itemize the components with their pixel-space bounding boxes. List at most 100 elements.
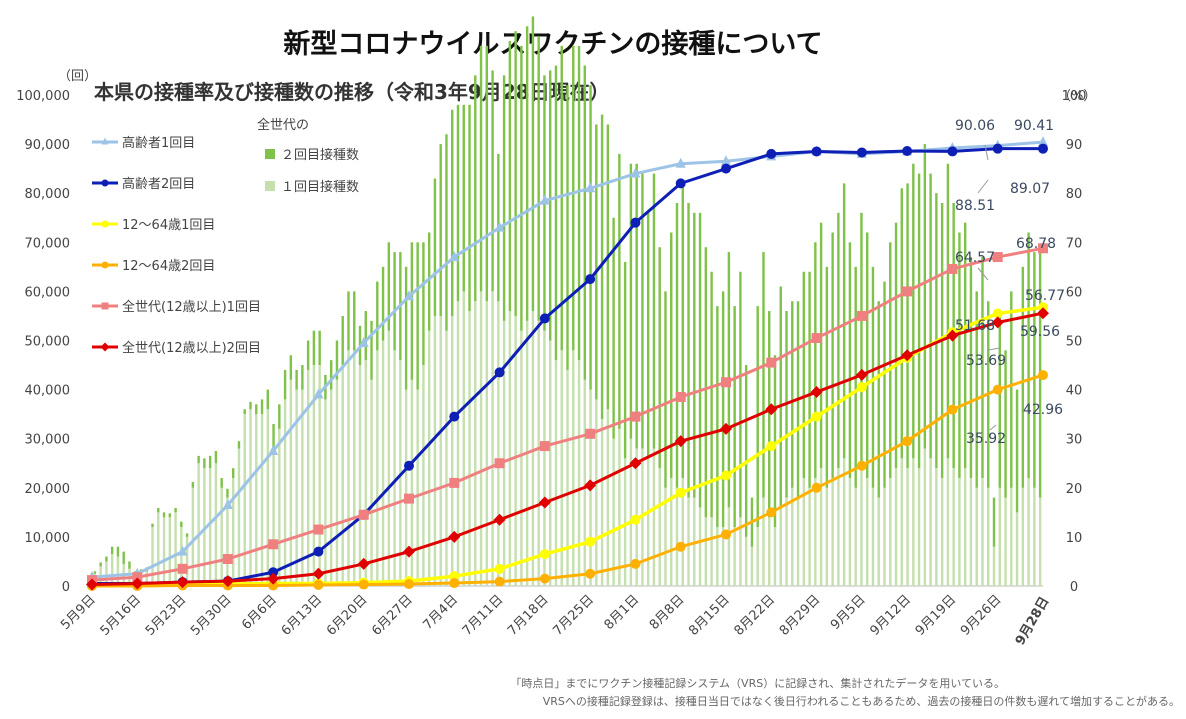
bar-dose2 <box>347 291 350 351</box>
bar-dose1 <box>255 414 258 586</box>
series-point <box>992 308 1003 319</box>
bar-dose1 <box>906 468 909 586</box>
series-point <box>630 558 641 569</box>
series-point <box>675 157 686 168</box>
y-left-tick-label: 50,000 <box>25 335 71 350</box>
data-label: 88.51 <box>955 198 995 214</box>
bar-dose1 <box>710 517 713 586</box>
bar-dose1 <box>306 369 310 586</box>
bar-dose1 <box>197 463 200 586</box>
bar-dose1 <box>157 512 160 586</box>
series-point <box>810 386 823 399</box>
series-point <box>856 147 867 158</box>
bar-dose1 <box>808 487 811 586</box>
bar-dose2 <box>312 330 316 366</box>
bar-dose1 <box>548 340 552 586</box>
series-point <box>1037 307 1049 320</box>
bar-dose2 <box>381 266 385 341</box>
bar-dose2 <box>762 252 765 498</box>
bar-dose1 <box>566 369 569 586</box>
series-point <box>358 336 369 347</box>
series-point <box>449 571 460 582</box>
bar-dose2 <box>433 178 437 316</box>
bar-dose2 <box>963 222 967 469</box>
bar-dose2 <box>981 257 984 478</box>
bar-dose2 <box>572 45 575 351</box>
bar-dose2 <box>439 144 442 316</box>
series-point <box>721 470 731 481</box>
series-point <box>494 563 505 574</box>
bar-dose1 <box>704 517 708 586</box>
bar-dose1 <box>508 311 512 586</box>
bar-dose2 <box>393 252 396 351</box>
bar-dose2 <box>554 65 558 361</box>
bar-dose1 <box>791 487 794 586</box>
bar-dose2 <box>306 340 310 370</box>
bar-dose1 <box>249 409 252 586</box>
x-tick-label-last: 9月28日 <box>1013 595 1053 649</box>
y-left-tick-label: 10,000 <box>25 531 71 546</box>
legend-label: 12～64歳2回目 <box>122 259 215 274</box>
bar-dose2 <box>802 271 806 478</box>
series-point <box>1038 370 1048 381</box>
bar-dose2 <box>1004 350 1007 498</box>
bar-dose1 <box>646 458 650 586</box>
bar-dose1 <box>439 315 442 586</box>
bar-dose1 <box>739 517 742 586</box>
bar-dose1 <box>180 527 183 586</box>
series-point <box>765 403 778 416</box>
data-label-leader <box>989 424 997 431</box>
series-point <box>947 263 958 274</box>
bar-dose2 <box>485 45 489 302</box>
bar-dose2 <box>664 291 667 488</box>
data-label: 35.92 <box>966 431 1006 447</box>
series-line <box>92 147 1043 586</box>
legend-label: 高齢者1回目 <box>122 135 195 151</box>
bar-dose1 <box>324 399 327 586</box>
bar-dose2 <box>243 409 246 415</box>
bar-dose1 <box>514 315 517 586</box>
legend-swatch-marker <box>101 220 109 228</box>
series-point <box>268 580 279 591</box>
series-point <box>493 513 506 526</box>
bar-dose2 <box>917 173 921 469</box>
y-left-tick-label: 90,000 <box>25 138 71 153</box>
series-point <box>811 146 822 157</box>
y-right-tick-label: 70 <box>1066 236 1083 251</box>
bar-dose1 <box>468 311 471 586</box>
x-tick-label: 9月26日 <box>958 592 1005 639</box>
bar-dose2 <box>906 183 909 469</box>
series-point <box>222 498 233 509</box>
bar-dose1 <box>485 301 489 586</box>
bar-dose1 <box>433 315 437 586</box>
series-point <box>494 221 505 232</box>
y-left-tick-label: 30,000 <box>25 433 71 448</box>
bar-dose1 <box>716 527 719 586</box>
legend-label: 高齢者2回目 <box>122 176 195 192</box>
series-point <box>811 482 822 493</box>
bar-dose2 <box>744 365 748 537</box>
y-right-tick-label: 100 <box>1062 89 1087 104</box>
bar-dose2 <box>912 163 915 459</box>
bar-dose1 <box>773 527 777 586</box>
bar-dose1 <box>750 546 754 586</box>
bar-dose1 <box>301 389 304 586</box>
series-point <box>268 444 279 455</box>
bar-legend-swatch <box>265 149 275 159</box>
bar-dose1 <box>387 330 391 586</box>
series-point <box>1038 243 1048 254</box>
bar-dose2 <box>900 188 904 459</box>
series-point <box>766 357 777 368</box>
y-right-tick-label: 90 <box>1066 138 1083 153</box>
series-point <box>177 545 188 556</box>
bar-dose1 <box>381 340 385 586</box>
data-label: 90.06 <box>955 118 995 134</box>
bar-dose2 <box>670 232 673 478</box>
series-point <box>404 460 414 471</box>
x-tick-label: 7月4日 <box>420 592 461 633</box>
x-tick-label: 8月15日 <box>686 592 733 639</box>
bar-dose2 <box>502 75 506 321</box>
series-point <box>629 457 642 470</box>
bar-dose1 <box>1015 512 1019 586</box>
x-tick-label: 7月25日 <box>550 592 597 639</box>
